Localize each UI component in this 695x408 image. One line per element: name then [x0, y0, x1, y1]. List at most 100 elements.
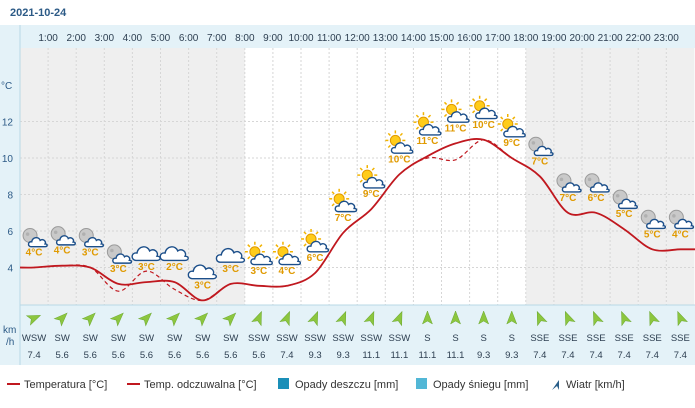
sun-ray: [455, 101, 460, 105]
wind-direction-label: S: [509, 333, 515, 344]
sun-ray: [443, 101, 448, 105]
hour-label: 21:00: [598, 33, 623, 44]
temperature-label: 7°C: [560, 193, 577, 204]
wind-direction-label: SSE: [587, 333, 606, 344]
wind-arrow-icon: [450, 310, 462, 325]
sun-cloud-icon: [441, 99, 470, 123]
moon-crater: [53, 230, 58, 235]
cloud-shape: [646, 218, 667, 230]
hour-label: 1:00: [38, 33, 58, 44]
wind-speed-label: 11.1: [419, 350, 437, 361]
temperature-label: 4°C: [279, 266, 296, 277]
temperature-label: 3°C: [194, 280, 211, 291]
wind-direction-label: S: [480, 333, 486, 344]
sun-ray: [484, 98, 488, 102]
sun-ray: [415, 114, 420, 118]
sun-ray: [303, 231, 307, 235]
night-band: [638, 48, 667, 305]
wind-arrow-icon: [81, 312, 96, 327]
sun-ray: [315, 231, 319, 235]
wind-arrow-shape: [536, 310, 548, 327]
wind-speed-label: 5.6: [56, 350, 69, 361]
cloud-shape: [418, 123, 442, 136]
sun-ray: [247, 256, 251, 260]
wind-speed-label: 5.6: [168, 350, 181, 361]
hour-label: 19:00: [541, 33, 566, 44]
moon-crater: [110, 248, 114, 253]
hour-label: 11:00: [317, 33, 342, 44]
moon-crater: [615, 194, 620, 198]
cloud-icon: [159, 246, 189, 262]
wind-arrow-icon: [53, 312, 68, 327]
wind-arrow-icon: [279, 310, 290, 327]
wind-direction-label: SSW: [332, 333, 354, 344]
wind-arrow-icon: [565, 310, 576, 327]
sun-ray: [275, 256, 279, 260]
cloud-shape: [278, 253, 302, 266]
y-tick-label: 4: [7, 264, 13, 275]
moon-cloud-icon: [50, 226, 76, 246]
wind-direction-label: SW: [54, 333, 69, 344]
night-band: [76, 48, 105, 305]
wind-speed-label: 5.6: [84, 350, 97, 361]
cloud-shape: [475, 107, 498, 120]
sun-ray: [427, 114, 432, 118]
moon-cloud-icon: [612, 189, 638, 210]
night-bands: [20, 48, 695, 305]
wind-direction-label: SW: [167, 333, 182, 344]
cloud-shape: [617, 198, 638, 210]
cloud-shape: [334, 200, 358, 213]
temperature-label: 9°C: [363, 189, 380, 200]
cloud-icon: [187, 264, 217, 280]
wind-direction-label: SW: [223, 333, 238, 344]
wind-direction-label: SSW: [389, 333, 411, 344]
legend-snow-label: Opady śniegu [mm]: [433, 379, 528, 391]
wind-arrow-shape: [565, 310, 576, 327]
cloud-shape: [84, 236, 105, 248]
night-band: [160, 48, 189, 305]
wind-speed-label: 9.3: [505, 350, 518, 361]
wind-speed-label: 7.4: [561, 350, 574, 361]
night-band: [188, 48, 217, 305]
legend: Temperatura [°C] Temp. odczuwalna [°C] O…: [7, 378, 625, 391]
hour-label: 9:00: [263, 33, 283, 44]
moon-cloud-icon: [640, 209, 667, 230]
wind-arrow-icon: [194, 312, 209, 327]
temperature-label: 4°C: [26, 248, 43, 259]
sun-ray: [387, 132, 391, 137]
wind-arrow-icon: [363, 310, 375, 327]
moon-cloud-icon: [668, 209, 695, 230]
night-band: [132, 48, 161, 305]
sun-ray: [443, 113, 448, 118]
wind-arrow-icon: [251, 310, 262, 327]
temperature-label: 4°C: [54, 246, 71, 257]
wind-arrow-shape: [335, 310, 347, 327]
wind-arrow-shape: [506, 310, 518, 325]
wind-speed-label: 7.4: [533, 350, 546, 361]
hour-label: 2:00: [66, 33, 86, 44]
hour-label: 17:00: [485, 33, 510, 44]
wind-arrow-icon: [421, 310, 433, 325]
sun-ray: [415, 126, 420, 130]
night-band: [666, 48, 695, 305]
wind-speed-label: 5.6: [252, 350, 265, 361]
wind-arrow-icon: [478, 310, 490, 325]
sun-cloud-icon: [413, 112, 442, 136]
temperature-label: 3°C: [222, 264, 239, 275]
legend-temperature-label: Temperatura [°C]: [24, 379, 107, 391]
wind-direction-label: SW: [139, 333, 154, 344]
night-band: [610, 48, 639, 305]
temperature-label: 7°C: [335, 213, 352, 224]
wind-arrow-shape: [391, 310, 403, 327]
wind-arrow-shape: [109, 312, 124, 327]
temperature-label: 3°C: [138, 262, 155, 273]
cloud-shape: [215, 248, 246, 263]
sun-ray: [387, 144, 391, 149]
wind-direction-label: SSW: [248, 333, 270, 344]
sun-cloud-icon: [329, 188, 358, 213]
legend-wind-label: Wiatr [km/h]: [566, 379, 625, 391]
cloud-shape: [55, 235, 76, 246]
wind-direction-label: SSE: [530, 333, 549, 344]
wind-direction-label: SSE: [671, 333, 690, 344]
wind-arrow-icon: [25, 315, 42, 326]
